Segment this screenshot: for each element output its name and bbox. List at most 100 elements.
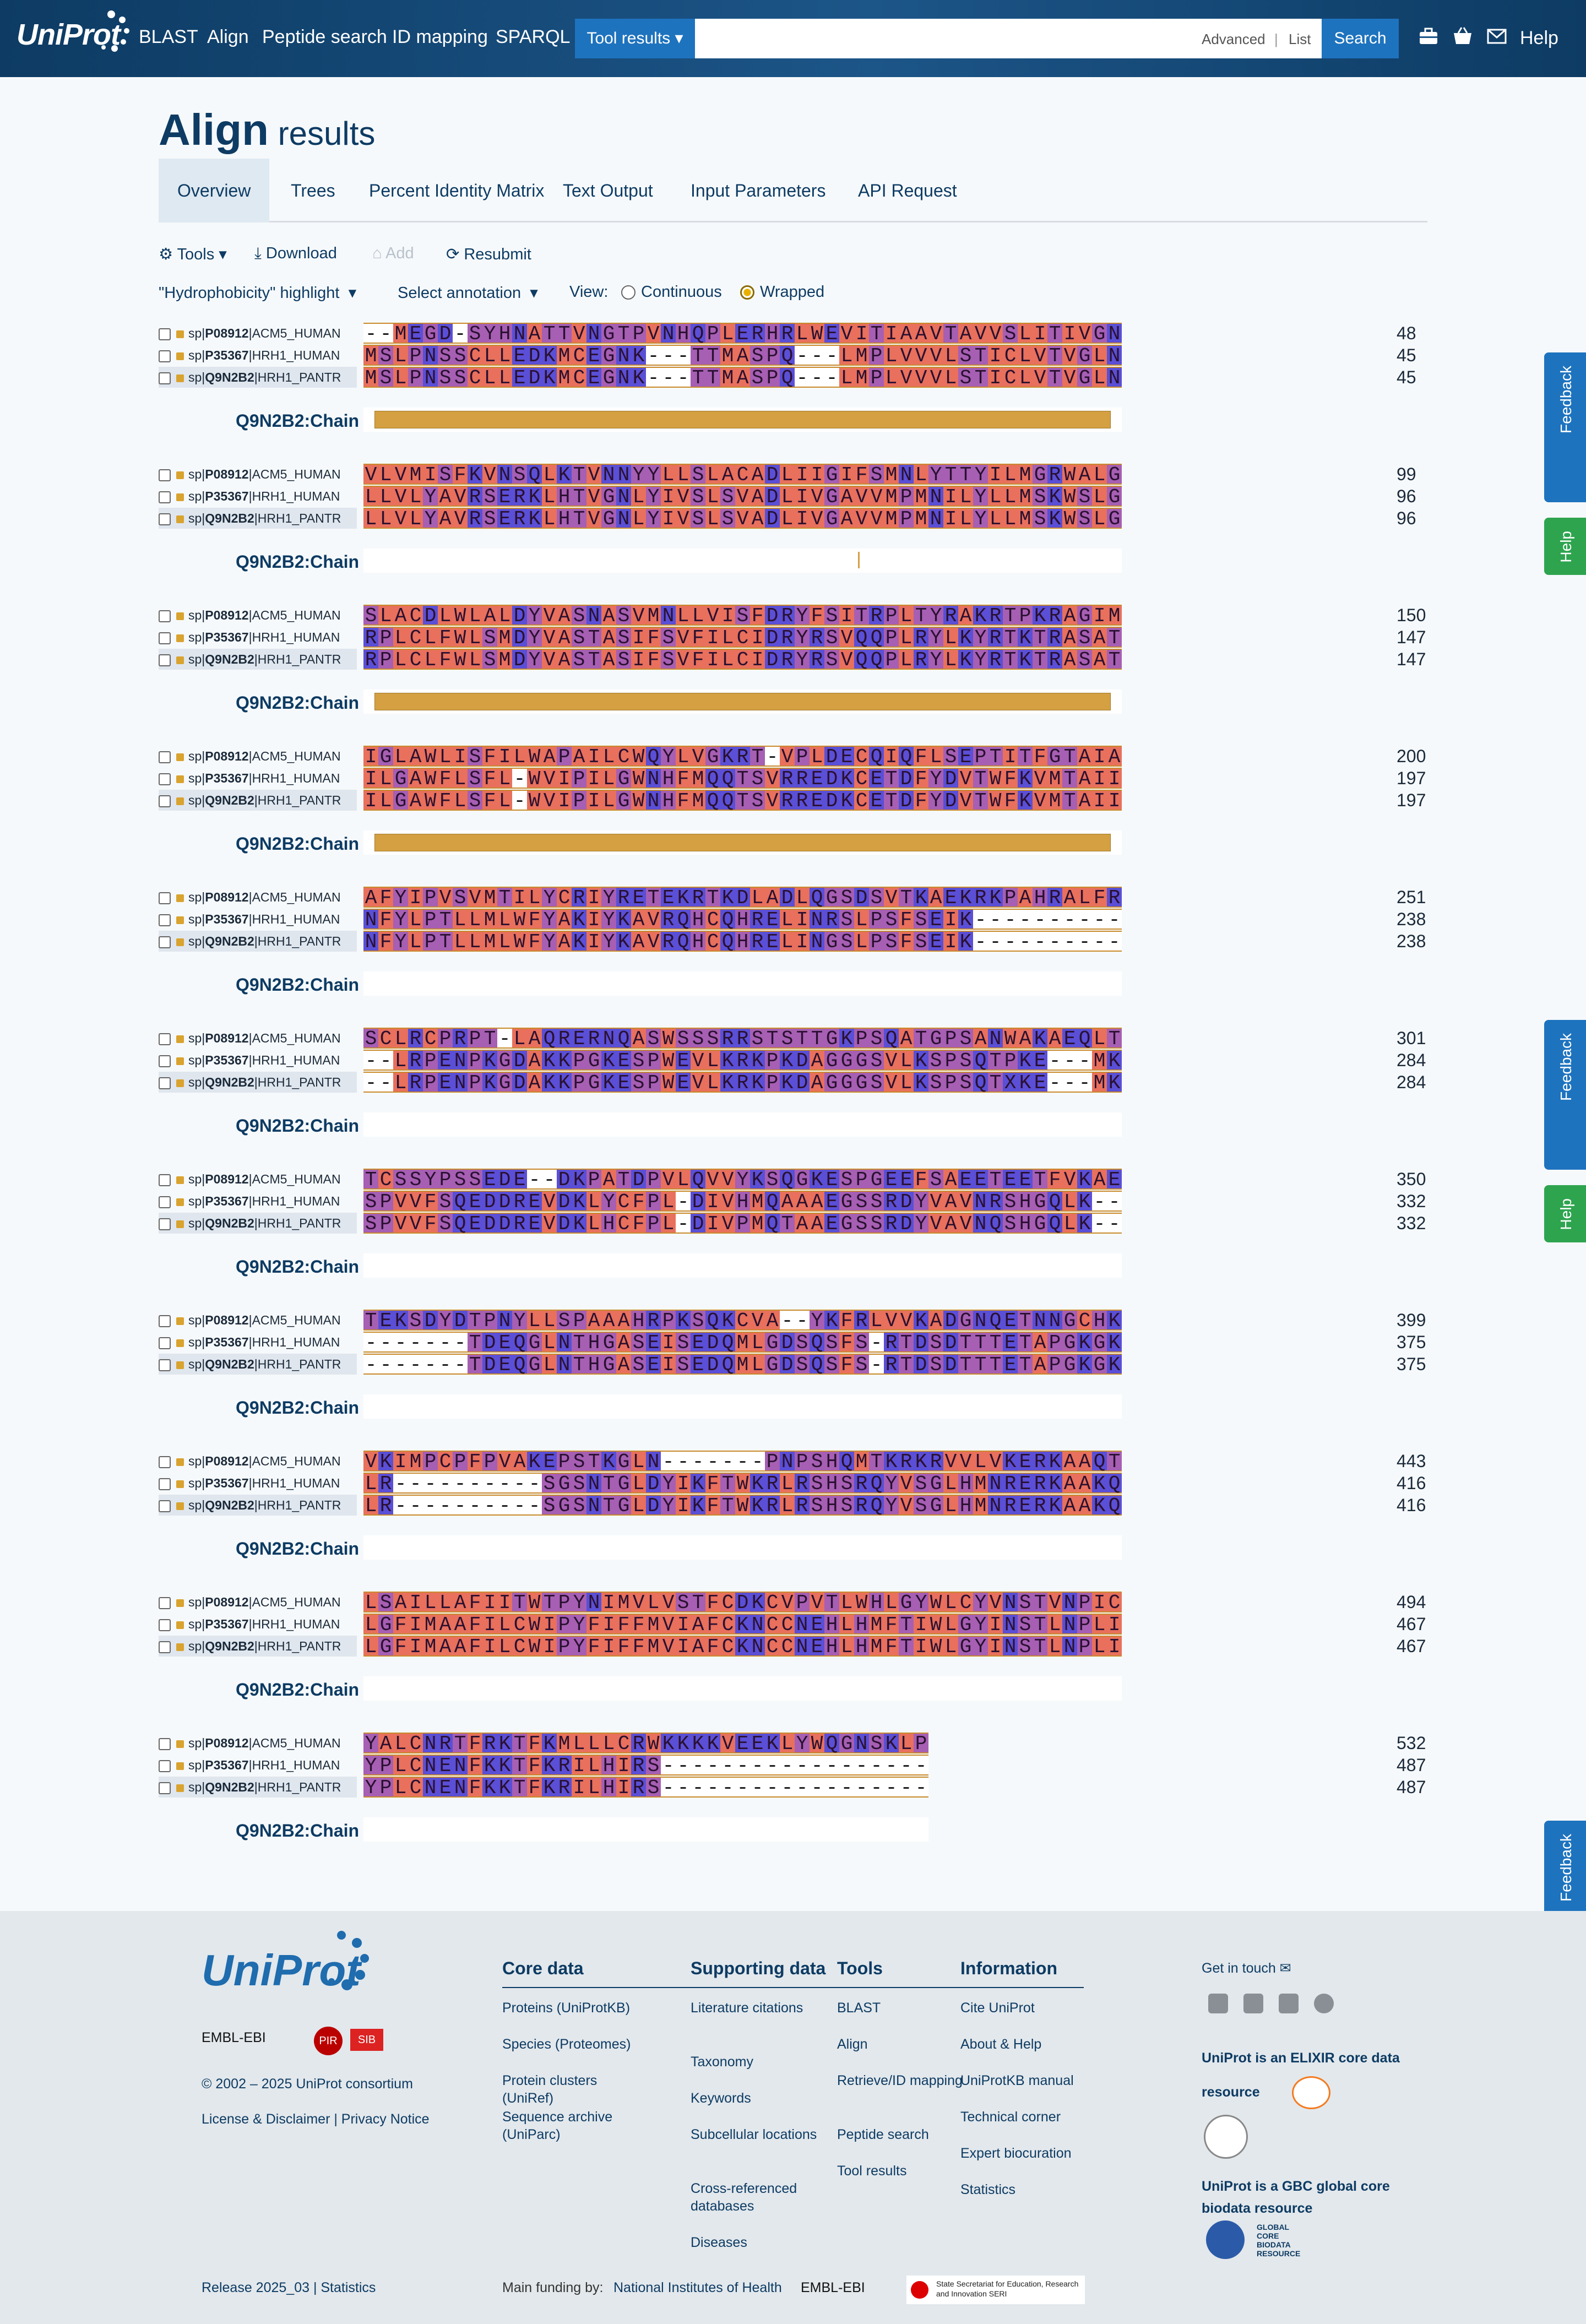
linkedin-icon[interactable] <box>1208 1994 1228 2013</box>
nav-sparql[interactable]: SPARQL <box>496 26 571 47</box>
accession-link[interactable]: P08912 <box>205 749 249 763</box>
sequence-row-label[interactable]: sp|P35367|HRH1_HUMAN <box>159 627 357 648</box>
sequence-row-label[interactable]: sp|Q9N2B2|HRH1_PANTR <box>159 649 357 670</box>
footer-link[interactable]: Sequence archive (UniParc) <box>502 2109 613 2142</box>
get-in-touch-link[interactable]: Get in touch ✉ <box>1202 1961 1291 1976</box>
footer-link[interactable]: Diseases <box>691 2235 747 2250</box>
accession-link[interactable]: P08912 <box>205 1031 249 1045</box>
seri-logo[interactable]: State Secretariat for Education, Researc… <box>906 2276 1085 2304</box>
chain-annotation-bar[interactable] <box>374 834 1111 851</box>
accession-link[interactable]: P08912 <box>205 1454 249 1468</box>
footer-link[interactable]: Protein clusters (UniRef) <box>502 2073 598 2106</box>
row-checkbox[interactable] <box>159 914 171 926</box>
row-checkbox[interactable] <box>159 1337 171 1349</box>
sequence-row-label[interactable]: sp|P08912|ACM5_HUMAN <box>159 1028 357 1049</box>
row-checkbox[interactable] <box>159 469 171 481</box>
footer-link[interactable]: Proteins (UniProtKB) <box>502 2000 631 2016</box>
sequence-row-label[interactable]: sp|Q9N2B2|HRH1_PANTR <box>159 1777 357 1798</box>
highlight-dropdown[interactable]: "Hydrophobicity" highlight ▾ <box>159 284 357 302</box>
accession-link[interactable]: P08912 <box>205 326 249 340</box>
search-input[interactable]: Advanced | List <box>695 19 1322 58</box>
footer-link[interactable]: Technical corner <box>960 2109 1061 2125</box>
sequence-row-label[interactable]: sp|Q9N2B2|HRH1_PANTR <box>159 1072 357 1093</box>
accession-link[interactable]: Q9N2B2 <box>205 1075 254 1089</box>
footer-link[interactable]: About & Help <box>960 2037 1042 2052</box>
sequence-row-label[interactable]: sp|P35367|HRH1_HUMAN <box>159 345 357 366</box>
row-checkbox[interactable] <box>159 1033 171 1045</box>
row-checkbox[interactable] <box>159 1055 171 1067</box>
row-checkbox[interactable] <box>159 1478 171 1490</box>
chain-annotation-bar[interactable] <box>374 693 1111 710</box>
blog-icon[interactable] <box>1314 1994 1334 2013</box>
search-button[interactable]: Search <box>1322 19 1399 58</box>
view-wrapped-radio[interactable]: Wrapped <box>740 283 824 301</box>
accession-link[interactable]: Q9N2B2 <box>205 934 254 948</box>
gbc-logo-text[interactable]: GLOBAL CORE BIODATA RESOURCE <box>1257 2223 1301 2258</box>
row-checkbox[interactable] <box>159 350 171 362</box>
annotation-track[interactable] <box>363 1112 1122 1137</box>
sequence-row-label[interactable]: sp|P08912|ACM5_HUMAN <box>159 605 357 626</box>
accession-link[interactable]: P35367 <box>205 348 249 362</box>
feedback-tab[interactable]: Feedback <box>1544 1020 1586 1170</box>
row-checkbox[interactable] <box>159 1641 171 1653</box>
row-checkbox[interactable] <box>159 1619 171 1631</box>
toolbox-icon[interactable] <box>1417 25 1440 47</box>
row-checkbox[interactable] <box>159 328 171 340</box>
accession-link[interactable]: Q9N2B2 <box>205 370 254 384</box>
tab-percent-identity-matrix[interactable]: Percent Identity Matrix <box>369 181 545 200</box>
license-privacy-links[interactable]: License & Disclaimer | Privacy Notice <box>202 2111 430 2127</box>
footer-link[interactable]: Statistics <box>960 2182 1016 2197</box>
funding-embl-ebi-logo[interactable]: EMBL-EBI <box>801 2280 865 2295</box>
sequence-row-label[interactable]: sp|Q9N2B2|HRH1_PANTR <box>159 1354 357 1375</box>
sequence-row-label[interactable]: sp|P08912|ACM5_HUMAN <box>159 1733 357 1753</box>
sequence-row-label[interactable]: sp|P08912|ACM5_HUMAN <box>159 464 357 485</box>
sequence-row-label[interactable]: sp|P35367|HRH1_HUMAN <box>159 1614 357 1635</box>
mail-icon[interactable] <box>1486 25 1508 47</box>
sequence-row-label[interactable]: sp|Q9N2B2|HRH1_PANTR <box>159 1213 357 1234</box>
sequence-row-label[interactable]: sp|Q9N2B2|HRH1_PANTR <box>159 367 357 388</box>
footer-link[interactable]: Expert biocuration <box>960 2146 1072 2161</box>
sequence-row-label[interactable]: sp|P08912|ACM5_HUMAN <box>159 1310 357 1331</box>
accession-link[interactable]: P35367 <box>205 1335 249 1349</box>
sequence-row-label[interactable]: sp|P35367|HRH1_HUMAN <box>159 1755 357 1775</box>
row-checkbox[interactable] <box>159 610 171 622</box>
row-checkbox[interactable] <box>159 1218 171 1230</box>
sequence-row-label[interactable]: sp|Q9N2B2|HRH1_PANTR <box>159 1495 357 1516</box>
sequence-row-label[interactable]: sp|P35367|HRH1_HUMAN <box>159 486 357 507</box>
row-checkbox[interactable] <box>159 513 171 525</box>
footer-link[interactable]: Align <box>837 2037 868 2052</box>
row-checkbox[interactable] <box>159 1315 171 1327</box>
accession-link[interactable]: P08912 <box>205 890 249 904</box>
sequence-row-label[interactable]: sp|Q9N2B2|HRH1_PANTR <box>159 790 357 811</box>
accession-link[interactable]: P35367 <box>205 1194 249 1208</box>
tab-trees[interactable]: Trees <box>291 181 335 200</box>
annotation-track[interactable] <box>363 1253 1122 1278</box>
sequence-row-label[interactable]: sp|P08912|ACM5_HUMAN <box>159 1592 357 1612</box>
release-info[interactable]: Release 2025_03 | Statistics <box>202 2280 376 2295</box>
accession-link[interactable]: P35367 <box>205 1053 249 1067</box>
sequence-row-label[interactable]: sp|P08912|ACM5_HUMAN <box>159 1169 357 1190</box>
help-link[interactable]: Help <box>1520 28 1558 48</box>
sequence-row-label[interactable]: sp|P35367|HRH1_HUMAN <box>159 1050 357 1071</box>
row-checkbox[interactable] <box>159 795 171 807</box>
row-checkbox[interactable] <box>159 372 171 384</box>
row-checkbox[interactable] <box>159 1760 171 1772</box>
accession-link[interactable]: P08912 <box>205 1313 249 1327</box>
accession-link[interactable]: Q9N2B2 <box>205 1498 254 1512</box>
sequence-row-label[interactable]: sp|P35367|HRH1_HUMAN <box>159 909 357 930</box>
tool-results-dropdown[interactable]: Tool results ▾ <box>575 19 695 58</box>
footer-logo[interactable]: UniProt <box>202 1946 361 1995</box>
row-checkbox[interactable] <box>159 632 171 644</box>
x-twitter-icon[interactable] <box>1243 1994 1263 2013</box>
row-checkbox[interactable] <box>159 1782 171 1794</box>
tab-input-parameters[interactable]: Input Parameters <box>691 181 826 200</box>
nav-align[interactable]: Align <box>207 26 249 47</box>
accession-link[interactable]: P35367 <box>205 630 249 644</box>
list-search-link[interactable]: List <box>1289 31 1311 47</box>
row-checkbox[interactable] <box>159 1077 171 1089</box>
annotation-track[interactable] <box>363 1676 1122 1701</box>
tab-overview[interactable]: Overview <box>159 159 270 222</box>
accession-link[interactable]: Q9N2B2 <box>205 1216 254 1230</box>
row-checkbox[interactable] <box>159 1456 171 1468</box>
accession-link[interactable]: Q9N2B2 <box>205 1780 254 1794</box>
